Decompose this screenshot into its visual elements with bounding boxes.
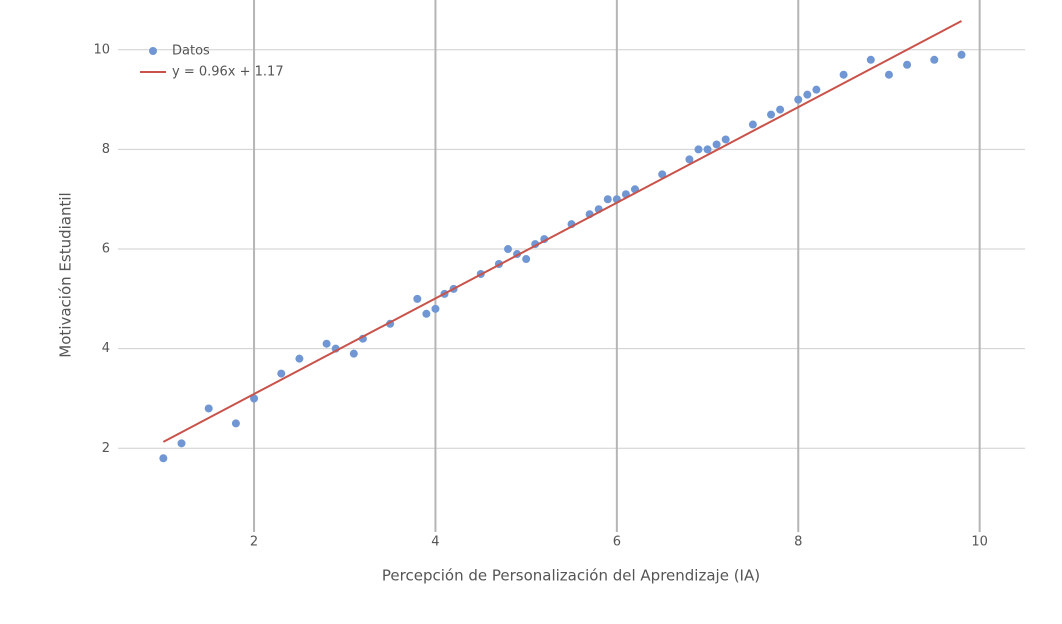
data-point (884, 70, 893, 79)
y-tick-label: 8 (102, 142, 110, 157)
data-point (295, 354, 304, 363)
data-point (413, 294, 422, 303)
legend-label: y = 0.96x + 1.17 (172, 65, 284, 80)
data-point (957, 50, 966, 59)
data-point (422, 309, 431, 318)
data-point (930, 55, 939, 64)
data-point (504, 245, 513, 254)
data-point (721, 135, 730, 144)
data-point (694, 145, 703, 154)
legend: Datos y = 0.96x + 1.17 (140, 44, 284, 80)
x-tick-label: 10 (971, 535, 988, 550)
y-tick-label: 4 (102, 341, 110, 356)
data-point (776, 105, 785, 114)
data-point (803, 90, 812, 99)
data-point (231, 419, 240, 428)
legend-marker (149, 47, 157, 55)
data-point (794, 95, 803, 104)
data-point (703, 145, 712, 154)
data-point (250, 394, 259, 403)
data-point (204, 404, 213, 413)
y-axis-title: Motivación Estudiantil (57, 192, 75, 357)
data-point (522, 255, 531, 264)
x-tick-label: 8 (794, 535, 802, 550)
data-point (866, 55, 875, 64)
data-point (903, 60, 912, 69)
data-point (748, 120, 757, 129)
data-point (685, 155, 694, 164)
x-tick-label: 6 (613, 535, 621, 550)
data-point (839, 70, 848, 79)
y-tick-label: 6 (102, 242, 110, 257)
fit-line (162, 20, 962, 443)
y-tick-label: 10 (93, 42, 110, 57)
data-point (431, 304, 440, 313)
data-point (812, 85, 821, 94)
x-tick-label: 2 (250, 535, 258, 550)
legend-label: Datos (172, 44, 210, 59)
data-point (322, 339, 331, 348)
data-point (712, 140, 721, 149)
data-point (658, 170, 667, 179)
data-point (349, 349, 358, 358)
data-point (159, 454, 168, 463)
data-point (177, 439, 186, 448)
data-point (277, 369, 286, 378)
y-tick-label: 2 (102, 441, 110, 456)
data-point (767, 110, 776, 119)
data-point (603, 195, 612, 204)
x-tick-label: 4 (431, 535, 439, 550)
x-axis-title: Percepción de Personalización del Aprend… (382, 567, 760, 585)
